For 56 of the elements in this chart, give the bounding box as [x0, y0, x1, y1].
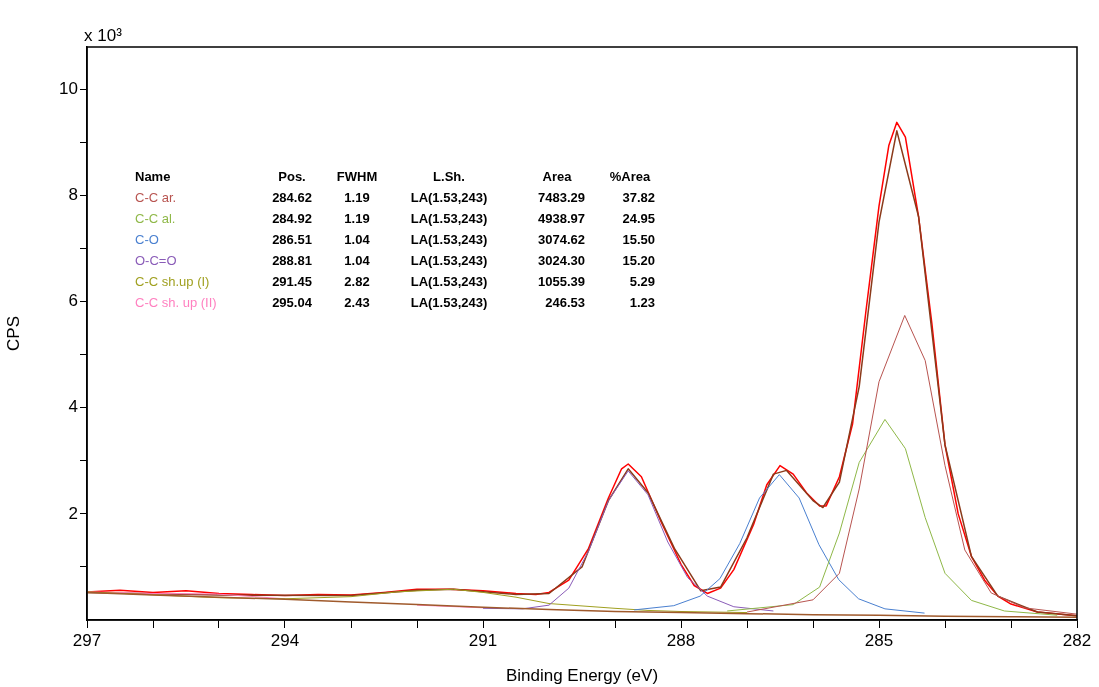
y-tick-label: 10	[59, 79, 78, 99]
annotation: 284.92	[272, 210, 312, 226]
annotation: 3074.62	[538, 231, 585, 247]
annotation: 1055.39	[538, 273, 585, 289]
y-tick-label: 8	[68, 185, 78, 205]
y-tick-label: 4	[68, 397, 78, 417]
annotation: 5.29	[629, 273, 655, 289]
text: C-C ar.	[135, 189, 177, 205]
annotation: 1.19	[344, 210, 370, 226]
annotation: Name	[135, 168, 171, 184]
annotation: Pos.	[278, 168, 306, 184]
annotation: LA(1.53,243)	[410, 252, 488, 268]
annotation: 1.04	[344, 252, 371, 268]
x-tick-label: 294	[270, 630, 300, 650]
annotation: 295.04	[272, 294, 313, 310]
annotation: FWHM	[336, 168, 378, 184]
x-tick-label: 291	[468, 630, 498, 650]
annotation: 288.81	[272, 252, 312, 268]
text: C-C sh.up (I)	[135, 273, 210, 289]
annotation: 1.23	[629, 294, 655, 310]
annotation: LA(1.53,243)	[410, 189, 488, 205]
annotation: 37.82	[622, 189, 655, 205]
text: C-O	[135, 231, 159, 247]
annotation: 2.43	[344, 294, 370, 310]
annotation: 284.62	[272, 189, 312, 205]
annotation: L.Sh.	[433, 168, 465, 184]
annotation: %Area	[609, 168, 651, 184]
x-tick-label: 282	[1062, 630, 1092, 650]
x-axis-title: Binding Energy (eV)	[505, 666, 659, 686]
annotation: LA(1.53,243)	[410, 231, 488, 247]
annotation: 7483.29	[538, 189, 585, 205]
text: C-C sh. up (II)	[135, 294, 217, 310]
annotation: LA(1.53,243)	[410, 273, 488, 289]
annotation: 1.04	[344, 231, 371, 247]
annotation: 24.95	[622, 210, 655, 226]
annotation: 2.82	[344, 273, 370, 289]
x-tick-label: 285	[864, 630, 894, 650]
annotation: LA(1.53,243)	[410, 294, 488, 310]
annotation: 15.50	[622, 231, 655, 247]
annotation: 286.51	[272, 231, 312, 247]
y-tick-label: 2	[68, 503, 78, 523]
text: x 10³	[84, 26, 123, 45]
annotation: 246.53	[545, 294, 585, 310]
annotation: 3024.30	[538, 252, 585, 268]
annotation: 15.20	[622, 252, 655, 268]
text: C-C al.	[135, 210, 176, 226]
annotation: Area	[542, 168, 573, 184]
text: O-C=O	[135, 252, 177, 268]
y-tick-label: 6	[68, 291, 78, 311]
y-axis-title: CPS	[3, 316, 23, 351]
annotation: 1.19	[344, 189, 370, 205]
x-tick-label: 297	[72, 630, 102, 650]
annotation: 291.45	[272, 273, 312, 289]
annotation: 4938.97	[538, 210, 585, 226]
x-tick-label: 288	[666, 630, 696, 650]
annotation: LA(1.53,243)	[410, 210, 488, 226]
